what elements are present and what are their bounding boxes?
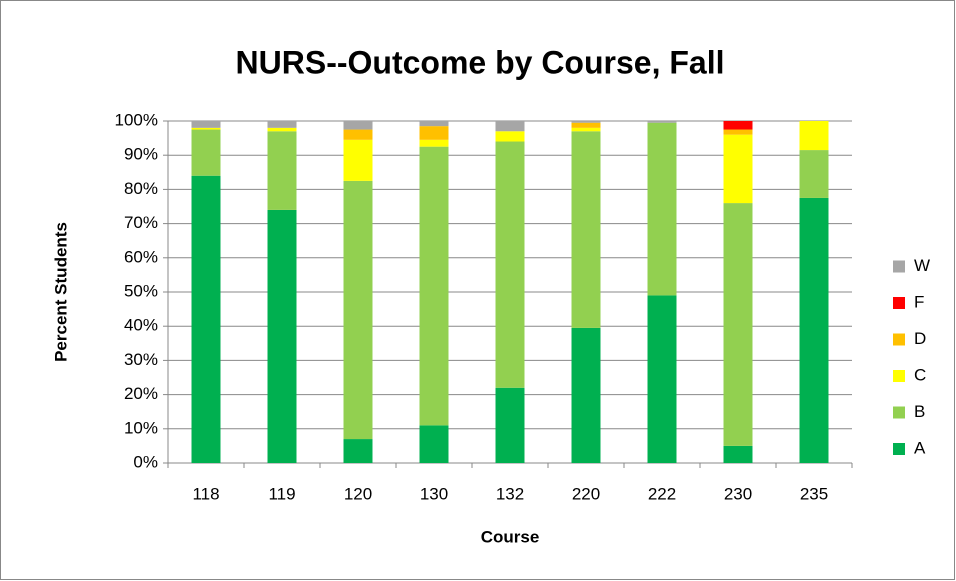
bar-segment <box>571 122 601 128</box>
legend-swatch <box>893 370 905 382</box>
legend-label: B <box>914 402 925 421</box>
bar-segment <box>647 295 677 463</box>
bar-segment <box>495 131 525 142</box>
bar-segment <box>343 180 373 440</box>
y-tick-label: 90% <box>124 145 158 164</box>
bar-segment <box>267 121 297 128</box>
bar-segment <box>343 139 373 181</box>
bar-segment <box>343 121 373 130</box>
bar-segment <box>571 131 601 328</box>
bar-segment <box>191 175 221 463</box>
chart-title: NURS--Outcome by Course, Fall <box>236 44 725 80</box>
bar-segment <box>799 197 829 463</box>
x-tick-label: 130 <box>420 484 448 503</box>
x-axis-title: Course <box>481 527 540 546</box>
bar-segment <box>723 203 753 446</box>
x-tick-label: 230 <box>724 484 752 503</box>
bar-segment <box>571 121 601 123</box>
bar-segment <box>419 425 449 463</box>
bar-segment <box>267 209 297 463</box>
legend-label: F <box>914 292 924 311</box>
y-tick-label: 80% <box>124 179 158 198</box>
y-tick-label: 100% <box>115 110 158 129</box>
bar-segment <box>191 127 221 130</box>
legend-swatch <box>893 406 905 419</box>
bar-segment <box>571 127 601 132</box>
bar-segment <box>723 129 753 135</box>
bar-segment <box>495 387 525 463</box>
bar-segment <box>799 121 829 151</box>
bar-segment <box>723 121 753 130</box>
bar-segment <box>419 146 449 426</box>
legend-label: D <box>914 329 926 348</box>
x-tick-label: 220 <box>572 484 600 503</box>
x-tick-label: 235 <box>800 484 828 503</box>
legend-swatch <box>893 443 905 455</box>
x-tick-label: 119 <box>268 484 295 503</box>
bar-segment <box>343 439 373 463</box>
bar-segment <box>647 122 677 296</box>
y-axis-title: Percent Students <box>51 222 70 362</box>
x-tick-label: 222 <box>648 484 676 503</box>
bar-segment <box>191 129 221 176</box>
bar-segment <box>419 121 449 127</box>
legend-label: W <box>914 256 930 275</box>
bar-segment <box>419 139 449 147</box>
legend-label: C <box>914 365 926 384</box>
x-tick-label: 118 <box>192 484 219 503</box>
x-tick-label: 132 <box>496 484 524 503</box>
y-tick-label: 70% <box>124 213 158 232</box>
bar-segment <box>571 327 601 463</box>
legend-swatch <box>893 297 905 309</box>
y-tick-label: 40% <box>124 316 158 335</box>
y-tick-label: 60% <box>124 247 158 266</box>
y-tick-label: 50% <box>124 281 158 300</box>
bar-segment <box>343 129 373 140</box>
legend-swatch <box>893 333 905 346</box>
legend-swatch <box>893 260 905 273</box>
bar-segment <box>799 150 829 198</box>
bar-segment <box>267 131 297 210</box>
x-tick-label: 120 <box>344 484 372 503</box>
bar-segment <box>723 445 753 463</box>
bar-segment <box>267 127 297 132</box>
y-tick-label: 10% <box>124 418 158 437</box>
bar-segment <box>723 134 753 204</box>
y-tick-label: 20% <box>124 384 158 403</box>
bar-segment <box>495 121 525 132</box>
bar-segment <box>647 121 677 123</box>
bar-segment <box>495 141 525 388</box>
bar-segment <box>191 121 221 128</box>
legend-label: A <box>914 438 926 457</box>
y-tick-label: 0% <box>133 452 158 471</box>
bar-segment <box>419 126 449 140</box>
y-tick-label: 30% <box>124 350 158 369</box>
